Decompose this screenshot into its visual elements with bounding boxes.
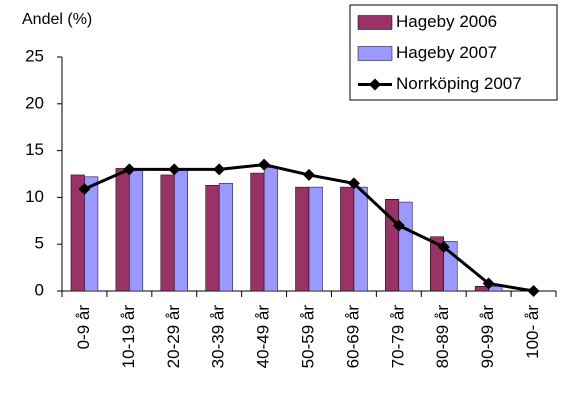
legend-swatch	[357, 15, 393, 30]
marker	[437, 241, 450, 254]
bar	[174, 168, 188, 292]
marker	[303, 168, 315, 181]
x-tick-label: 40-49 år	[254, 305, 273, 369]
x-tick-label: 80-89 år	[433, 305, 452, 369]
marker	[347, 177, 360, 190]
x-tick-label: 30-39 år	[209, 305, 228, 369]
x-tick-label: 20-29 år	[164, 305, 183, 369]
x-tick-label: 90-99 år	[478, 305, 497, 369]
bar	[308, 186, 323, 292]
bar	[340, 186, 355, 292]
legend-label: Norrköping 2007	[396, 74, 522, 93]
bar	[160, 174, 175, 292]
bar	[250, 172, 265, 292]
bar	[84, 176, 99, 292]
bar	[115, 168, 130, 292]
marker	[258, 158, 271, 171]
y-axis-label: Andel (%)	[22, 11, 92, 28]
x-tick-label: 10-19 år	[119, 305, 138, 369]
bar	[398, 201, 413, 292]
bar	[129, 168, 144, 292]
y-tick-label: 15	[25, 140, 44, 159]
bar	[218, 183, 233, 292]
bar	[295, 186, 310, 292]
x-tick-label: 100- år	[523, 305, 542, 359]
marker	[527, 285, 540, 297]
marker	[213, 163, 226, 176]
y-tick-label: 10	[25, 187, 44, 206]
legend-label: Hageby 2007	[396, 43, 497, 62]
x-tick-label: 60-69 år	[343, 305, 362, 369]
y-tick-label: 25	[25, 46, 44, 65]
y-tick-label: 0	[35, 280, 44, 299]
marker	[78, 182, 91, 195]
x-tick-label: 0-9 år	[74, 305, 93, 350]
legend-marker	[369, 78, 381, 91]
marker	[168, 163, 181, 176]
y-tick-label: 20	[25, 93, 44, 112]
x-tick-label: 50-59 år	[298, 305, 317, 369]
bar	[263, 167, 278, 292]
marker	[392, 219, 405, 232]
y-tick-label: 5	[35, 234, 44, 253]
marker	[123, 163, 136, 176]
bar	[353, 186, 368, 292]
marker	[482, 277, 495, 290]
legend-swatch	[357, 46, 393, 61]
legend-label: Hageby 2006	[396, 12, 497, 31]
bar	[205, 184, 220, 292]
x-tick-label: 70-79 år	[388, 305, 407, 369]
